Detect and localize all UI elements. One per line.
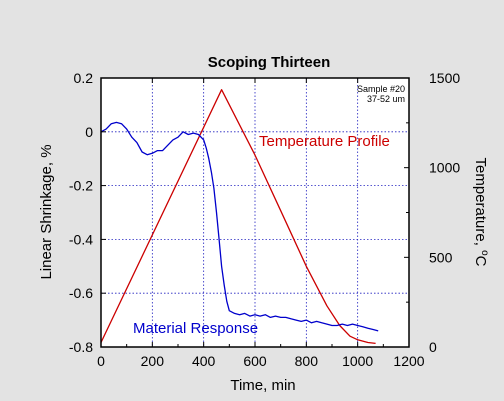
x-tick-label: 400: [192, 353, 216, 369]
sample-note-line-1: Sample #20: [357, 84, 405, 94]
y-right-axis-label-main: Temperature,: [472, 158, 489, 251]
y-left-tick-label: -0.6: [69, 285, 93, 301]
material-response-line: [100, 121, 379, 332]
sample-note-line-2: 37-52 um: [367, 94, 405, 104]
x-tick-label: 800: [295, 353, 319, 369]
y-right-tick-label: 1000: [429, 160, 460, 176]
x-tick-label: 600: [243, 353, 267, 369]
y-left-tick-label: 0.2: [74, 70, 94, 86]
y-right-tick-label: 500: [429, 249, 453, 265]
x-axis-label: Time, min: [230, 377, 295, 394]
material-response-annotation: Material Response: [133, 320, 258, 337]
x-tick-label: 1200: [393, 353, 424, 369]
y-left-tick-label: 0: [85, 124, 93, 140]
x-tick-label: 1000: [342, 353, 373, 369]
y-left-tick-label: -0.2: [69, 178, 93, 194]
series-group: [100, 89, 379, 345]
y-left-axis-label: Linear Shrinkage, %: [38, 144, 55, 279]
y-left-tick-label: -0.4: [69, 231, 93, 247]
y-right-tick-label: 0: [429, 339, 437, 355]
y-right-tick-label: 1500: [429, 70, 460, 86]
x-tick-label: 200: [141, 353, 165, 369]
ticks-group: 0 200 400 600 800 1000 1200 0.2 0 -0.2 -0.4 -0.6 -0.…: [69, 70, 460, 369]
chart-title: Scoping Thirteen: [208, 54, 331, 71]
grid: [101, 78, 409, 347]
temperature-profile-annotation: Temperature Profile: [259, 133, 390, 150]
y-right-axis-label: Temperature, oC: [472, 158, 490, 267]
x-tick-label: 0: [97, 353, 105, 369]
y-right-axis-label-sup: o: [479, 250, 490, 256]
y-left-tick-label: -0.8: [69, 339, 93, 355]
temperature-profile-line: [100, 89, 376, 345]
y-right-axis-label-unit: C: [472, 256, 489, 267]
